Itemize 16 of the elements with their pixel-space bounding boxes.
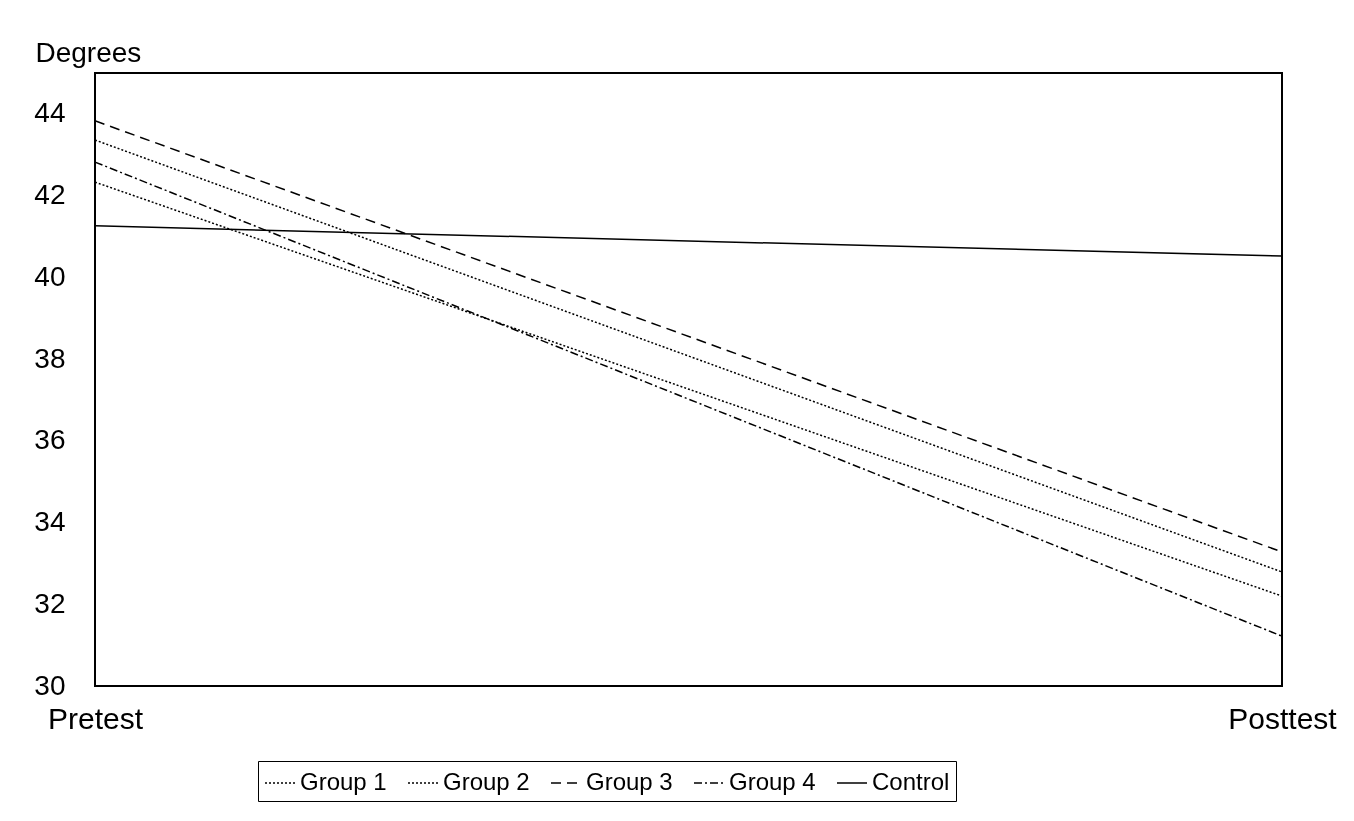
legend-label: Group 3 <box>586 768 673 795</box>
y-tick-label: 32 <box>34 587 66 619</box>
legend-label: Group 4 <box>729 768 816 795</box>
y-tick-label: 44 <box>34 97 66 129</box>
y-tick-label: 38 <box>34 342 66 374</box>
legend-label: Group 2 <box>443 768 530 795</box>
y-tick-label: 34 <box>34 506 66 538</box>
y-tick-label: 40 <box>34 260 66 292</box>
y-axis-title: Degrees <box>35 36 142 68</box>
x-tick-label: Pretest <box>47 701 144 735</box>
legend-label: Control <box>872 768 950 795</box>
y-tick-label: 36 <box>34 424 66 456</box>
y-tick-label: 30 <box>34 669 66 701</box>
x-tick-label: Posttest <box>1228 701 1338 735</box>
y-tick-label: 42 <box>34 179 66 211</box>
legend-label: Group 1 <box>300 768 387 795</box>
